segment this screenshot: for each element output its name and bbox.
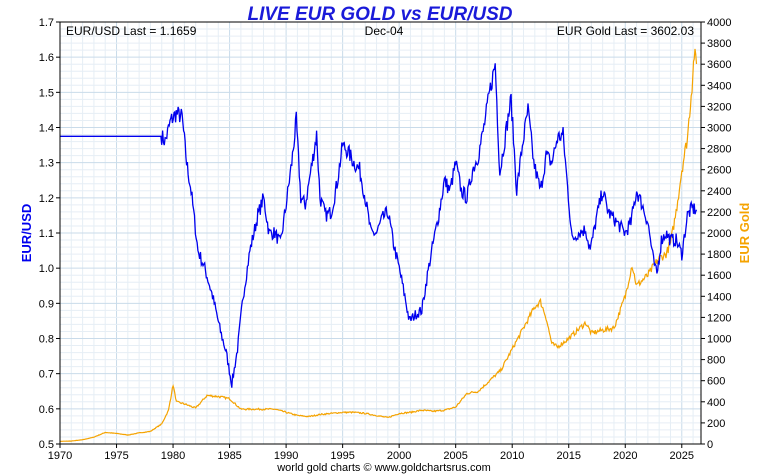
- left-tick-label: 0.7: [39, 369, 54, 381]
- left-axis-ticks: 0.5 0.6 0.7 0.8 0.9 1.0 1.1 1.2 1.3 1.4 1.5 1.6 1.7: [39, 17, 60, 451]
- right-tick-label: 400: [707, 397, 725, 409]
- right-axis-label: EUR Gold: [737, 203, 752, 264]
- left-axis-label: EUR/USD: [19, 204, 34, 263]
- x-tick-label: 1975: [104, 450, 128, 462]
- left-tick-label: 1.7: [39, 17, 54, 29]
- x-tick-label: 2000: [387, 450, 411, 462]
- right-tick-label: 1600: [707, 270, 731, 282]
- left-tick-label: 0.9: [39, 298, 54, 310]
- left-tick-label: 1.6: [39, 52, 54, 64]
- right-tick-label: 3000: [707, 123, 731, 135]
- x-tick-label: 1990: [274, 450, 298, 462]
- x-tick-label: 2015: [556, 450, 580, 462]
- right-tick-label: 2200: [707, 207, 731, 219]
- left-tick-label: 1.3: [39, 158, 54, 170]
- right-tick-label: 1200: [707, 312, 731, 324]
- eur-usd-line: [60, 63, 698, 388]
- x-tick-label: 2025: [670, 450, 694, 462]
- right-tick-label: 3400: [707, 80, 731, 92]
- right-tick-label: 2400: [707, 186, 731, 198]
- header-left: EUR/USD Last = 1.1659: [66, 24, 197, 38]
- right-tick-label: 1800: [707, 249, 731, 261]
- right-tick-label: 200: [707, 418, 725, 430]
- left-tick-label: 1.1: [39, 228, 54, 240]
- x-tick-label: 1985: [217, 450, 241, 462]
- x-tick-label: 2010: [500, 450, 524, 462]
- right-tick-label: 3800: [707, 38, 731, 50]
- right-tick-label: 2600: [707, 165, 731, 177]
- right-tick-label: 3600: [707, 59, 731, 71]
- right-tick-label: 1000: [707, 334, 731, 346]
- series-eur-gold: [59, 48, 698, 442]
- left-tick-label: 1.0: [39, 263, 54, 275]
- series-eur-usd: [60, 63, 698, 388]
- left-tick-label: 1.2: [39, 193, 54, 205]
- right-tick-label: 2000: [707, 228, 731, 240]
- grid: [59, 21, 701, 445]
- left-tick-label: 1.4: [39, 123, 54, 135]
- right-tick-label: 4000: [707, 17, 731, 29]
- x-axis-ticks: 1970 1975 1980 1985 1990 1995 2000 2005 2010 2015…: [48, 444, 694, 462]
- right-tick-label: 2800: [707, 144, 731, 156]
- x-tick-label: 2005: [443, 450, 467, 462]
- right-tick-label: 3200: [707, 101, 731, 113]
- chart-title: LIVE EUR GOLD vs EUR/USD: [248, 4, 513, 25]
- right-tick-label: 800: [707, 355, 725, 367]
- x-tick-label: 1995: [330, 450, 354, 462]
- right-tick-label: 0: [707, 439, 713, 451]
- left-tick-label: 0.6: [39, 404, 54, 416]
- right-axis-ticks: 0 200 400 600 800 1000 1200 1400 1600 1800 2000 220…: [701, 17, 731, 451]
- left-tick-label: 0.8: [39, 334, 54, 346]
- eur-gold-line: [59, 48, 698, 442]
- right-tick-label: 1400: [707, 291, 731, 303]
- x-tick-label: 2020: [613, 450, 637, 462]
- header-right: EUR Gold Last = 3602.03: [557, 24, 694, 38]
- x-tick-label: 1970: [48, 450, 72, 462]
- footer-credit: world gold charts © www.goldchartsrus.co…: [276, 462, 491, 474]
- x-tick-label: 1980: [161, 450, 185, 462]
- right-tick-label: 600: [707, 376, 725, 388]
- left-tick-label: 1.5: [39, 87, 54, 99]
- left-tick-label: 0.5: [39, 439, 54, 451]
- header-center: Dec-04: [365, 24, 404, 38]
